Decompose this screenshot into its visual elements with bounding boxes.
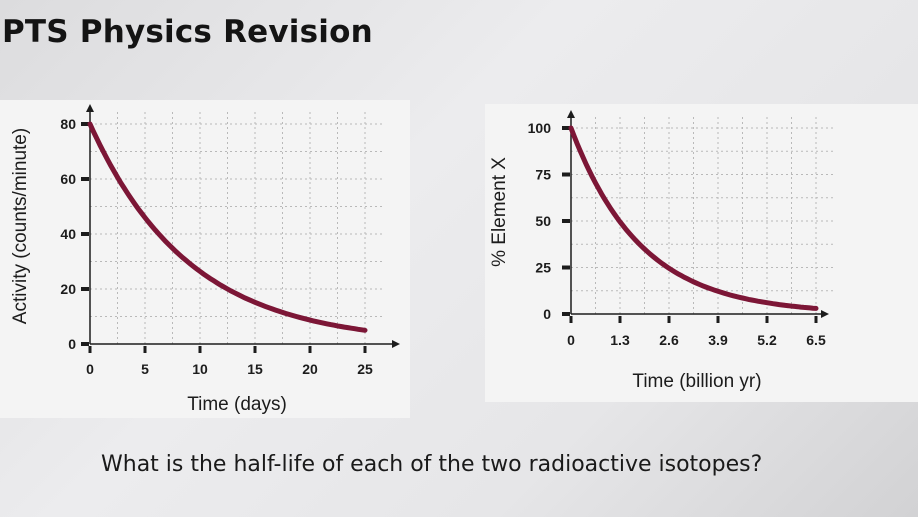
decay-curve: [87, 121, 368, 333]
x-tick-label: 10: [192, 361, 208, 377]
y-tick-mark: [81, 287, 89, 291]
x-tick-mark: [143, 346, 147, 353]
x-tick-mark: [667, 316, 671, 323]
x-tick-mark: [716, 316, 720, 323]
x-tick-mark: [308, 346, 312, 353]
x-tick-mark: [253, 346, 257, 353]
y-tick-mark: [81, 232, 89, 236]
x-tick-label: 5.2: [757, 332, 777, 348]
y-tick-label: 0: [543, 306, 551, 322]
chart-panel-element-x: 0 1.3 2.6 3.9 5.2 6.5 0 25 50 75 100 Time (billion …: [485, 104, 918, 402]
x-tick-label: 3.9: [708, 332, 728, 348]
y-axis-title: Activity (counts/minute): [10, 128, 31, 324]
x-tick-mark: [363, 346, 367, 353]
y-tick-mark: [562, 219, 570, 223]
y-tick-mark: [81, 122, 89, 126]
x-tick-label: 15: [247, 361, 263, 377]
y-tick-label: 50: [535, 213, 551, 229]
x-tick-label: 0: [567, 332, 575, 348]
x-tick-label: 1.3: [610, 332, 630, 348]
x-tick-mark: [198, 346, 202, 353]
x-axis-arrowhead: [821, 310, 829, 318]
x-tick-label: 2.6: [659, 332, 679, 348]
x-tick-mark: [88, 346, 92, 353]
y-axis-arrowhead: [86, 104, 94, 112]
y-tick-mark: [562, 126, 570, 130]
y-tick-mark: [562, 312, 570, 316]
y-tick-label: 0: [68, 336, 76, 352]
x-tick-label: 25: [357, 361, 373, 377]
y-tick-mark: [81, 177, 89, 181]
x-tick-label: 20: [302, 361, 318, 377]
y-tick-label: 75: [535, 167, 551, 183]
y-tick-label: 60: [60, 171, 76, 187]
question-text: What is the half-life of each of the two…: [101, 452, 763, 477]
x-tick-label: 5: [141, 361, 149, 377]
x-tick-label: 6.5: [806, 332, 826, 348]
y-tick-mark: [562, 265, 570, 270]
x-tick-mark: [814, 316, 818, 323]
y-tick-mark: [81, 342, 89, 346]
x-axis-title: Time (days): [187, 394, 287, 415]
y-tick-label: 100: [528, 120, 552, 136]
y-tick-label: 25: [535, 260, 551, 276]
y-axis-arrowhead: [567, 110, 575, 118]
y-tick-label: 80: [60, 116, 76, 132]
y-tick-label: 40: [60, 226, 76, 242]
y-tick-label: 20: [60, 281, 76, 297]
x-tick-mark: [765, 316, 769, 323]
x-axis-arrowhead: [392, 340, 400, 348]
element-x-decay-chart: 0 1.3 2.6 3.9 5.2 6.5 0 25 50 75 100 Time (billion …: [489, 110, 836, 392]
slide-title: PTS Physics Revision: [2, 14, 373, 50]
decay-curve: [568, 125, 819, 311]
activity-decay-chart: 0 5 10 15 20 25 0 20 40 60 80 Time (days) Activity (…: [10, 104, 400, 415]
y-axis-title: % Element X: [489, 157, 510, 267]
x-tick-mark: [569, 316, 573, 323]
x-axis-title: Time (billion yr): [632, 371, 761, 392]
chart-panel-activity: 0 5 10 15 20 25 0 20 40 60 80 Time (days) Activity (…: [0, 100, 410, 418]
y-tick-mark: [562, 172, 570, 177]
x-tick-mark: [618, 316, 622, 323]
x-tick-label: 0: [86, 361, 94, 377]
